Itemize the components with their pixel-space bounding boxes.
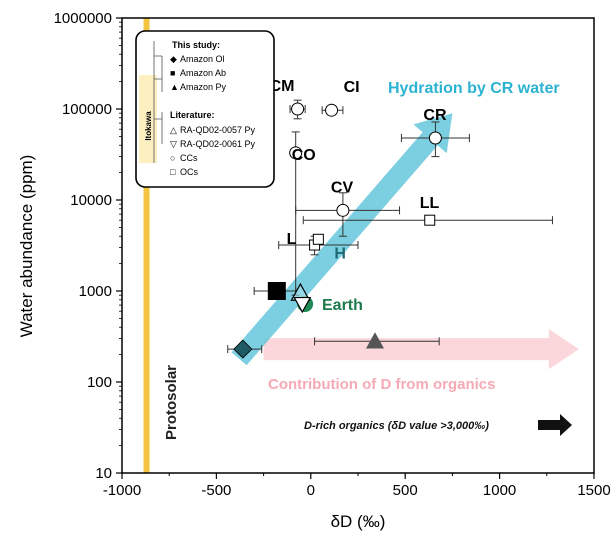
legend-itokawa-band <box>139 75 157 163</box>
marker-ccs <box>428 131 442 145</box>
legend-glyph: ○ <box>170 153 175 163</box>
legend-item-literature: RA-QD02-0057 Py <box>180 125 256 135</box>
legend: Itokawa This study: Literature: ◆ Amazon … <box>135 30 275 188</box>
deuterium-label: Contribution of D from organics <box>268 376 495 393</box>
legend-item-literature: CCs <box>180 153 198 163</box>
earth-label: Earth <box>322 297 363 314</box>
marker-amazon-ab <box>267 282 286 300</box>
hydration-arrow <box>231 113 453 366</box>
marker-ocs <box>312 233 324 245</box>
protosolar-label: Protosolar <box>163 365 180 440</box>
y-tick-label: 100000 <box>62 101 112 118</box>
marker-ccs <box>291 102 305 116</box>
marker-amazon-ol <box>233 339 253 359</box>
d-rich-arrow <box>538 414 572 436</box>
y-tick-label: 10 <box>95 465 112 482</box>
legend-items: ◆ Amazon Ol ■ Amazon Ab▲ Amazon Py △ RA-QD02-0… <box>170 54 256 177</box>
legend-item-this-study: Amazon Ab <box>180 68 226 78</box>
point-label-co: CO <box>292 147 316 164</box>
point-label-cm: CM <box>270 78 295 95</box>
d-rich-note-text: D-rich organics (δD value >3,000‰) <box>304 420 489 432</box>
x-tick-label: 1500 <box>577 482 610 499</box>
marker-ra-qd02-0061-py <box>293 296 312 314</box>
marker-ocs <box>424 214 436 226</box>
y-tick-label: 1000000 <box>54 10 112 27</box>
deuterium-organics-arrow <box>263 329 579 370</box>
legend-item-literature: OCs <box>180 167 199 177</box>
hydration-label: Hydration by CR water <box>388 80 560 97</box>
point-label-h: H <box>334 245 346 262</box>
legend-glyph: ▲ <box>170 82 179 92</box>
marker-ccs <box>336 203 350 217</box>
y-axis-title: Water abundance (ppm) <box>17 155 36 338</box>
marker-ccs <box>289 146 303 160</box>
x-tick-label: -500 <box>201 482 231 499</box>
legend-glyph: △ <box>170 125 177 135</box>
legend-glyph: □ <box>170 167 176 177</box>
legend-glyph: ■ <box>170 68 175 78</box>
point-label-cr: CR <box>423 107 447 124</box>
x-tick-label: -1000 <box>103 482 141 499</box>
y-tick-label: 100 <box>87 374 112 391</box>
x-tick-label: 500 <box>393 482 418 499</box>
marker-ccs <box>325 103 339 117</box>
legend-box <box>135 30 275 188</box>
legend-item-literature: RA-QD02-0061 Py <box>180 139 256 149</box>
x-axis-title: δD (‰) <box>331 512 386 531</box>
point-label-l: L <box>287 231 297 248</box>
legend-item-this-study: Amazon Ol <box>180 54 225 64</box>
x-tick-label: 1000 <box>483 482 516 499</box>
marker-amazon-py <box>365 332 384 349</box>
y-axis: 10 100 1000 10000 100000 1000000 <box>54 10 122 482</box>
y-tick-label: 1000 <box>79 283 112 300</box>
legend-glyph: ▽ <box>170 139 177 149</box>
d-rich-note: D-rich organics (δD value >3,000‰) <box>304 414 572 436</box>
legend-item-this-study: Amazon Py <box>180 82 227 92</box>
point-label-ci: CI <box>344 79 360 96</box>
legend-literature-header: Literature: <box>170 110 215 120</box>
x-tick-label: 0 <box>307 482 315 499</box>
point-label-ll: LL <box>420 195 440 212</box>
legend-group-label: Itokawa <box>144 111 153 141</box>
legend-this-study-header: This study: <box>172 40 220 50</box>
protosolar-band <box>143 18 150 473</box>
x-axis: -1000 -500 0 500 1000 1500 <box>103 473 611 499</box>
legend-glyph: ◆ <box>170 54 177 64</box>
y-tick-label: 10000 <box>70 192 112 209</box>
point-label-cv: CV <box>331 179 354 196</box>
legend-bracket <box>153 41 163 163</box>
